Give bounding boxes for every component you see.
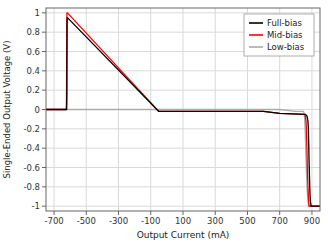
series-line <box>46 110 320 207</box>
legend-swatch <box>249 46 263 48</box>
legend-box <box>244 14 314 56</box>
x-tick <box>311 211 312 215</box>
y-tick-label: 0.4 <box>26 66 40 76</box>
y-tick-label: 1 <box>35 8 40 18</box>
x-tick <box>279 211 280 215</box>
y-tick <box>42 70 46 71</box>
lines <box>46 13 320 206</box>
x-tick-label: -100 <box>141 216 160 226</box>
legend-swatch <box>249 22 263 24</box>
y-grid-line <box>46 186 320 187</box>
x-tick <box>247 211 248 215</box>
x-tick-label: 500 <box>239 216 255 226</box>
x-tick-label: 300 <box>207 216 223 226</box>
y-tick <box>42 148 46 149</box>
series-line <box>46 13 320 206</box>
legend-label: Low-bias <box>267 42 305 52</box>
y-tick-label: -1 <box>32 201 40 211</box>
y-tick <box>42 167 46 168</box>
y-grid-line <box>46 206 320 207</box>
y-tick-label: -0.4 <box>23 143 40 153</box>
y-tick <box>42 32 46 33</box>
y-tick <box>42 206 46 207</box>
legend-swatch <box>249 34 263 36</box>
y-tick-label: -0.6 <box>23 163 40 173</box>
x-tick <box>54 211 55 215</box>
y-grid-line <box>46 148 320 149</box>
y-tick <box>42 12 46 13</box>
x-tick <box>183 211 184 215</box>
x-tick-label: 700 <box>272 216 288 226</box>
y-tick <box>42 90 46 91</box>
x-tick-label: -300 <box>109 216 128 226</box>
y-tick-label: 0.8 <box>26 27 40 37</box>
legend: Full-bias Mid-bias Low-bias <box>244 14 314 56</box>
x-tick-label: 100 <box>175 216 191 226</box>
y-grid-line <box>46 167 320 168</box>
y-tick <box>42 109 46 110</box>
x-tick <box>215 211 216 215</box>
x-axis-label: Output Current (mA) <box>137 230 230 240</box>
y-tick-label: -0.8 <box>23 182 40 192</box>
y-tick-label: 0 <box>35 105 40 115</box>
legend-label: Full-bias <box>267 18 303 28</box>
chart: -700 -500 -300 -100 100 300 500 700 900 -1 -0.8 -0.… <box>0 0 328 243</box>
y-grid-line <box>46 90 320 91</box>
plot-background <box>46 8 320 211</box>
x-tick <box>86 211 87 215</box>
plot-frame <box>46 8 320 211</box>
series-line <box>46 18 320 207</box>
y-tick-label: 0.2 <box>26 85 40 95</box>
y-grid-line <box>46 70 320 71</box>
x-tick-label: -700 <box>44 216 63 226</box>
y-tick <box>42 186 46 187</box>
y-tick-label: 0.6 <box>26 47 40 57</box>
y-tick-label: -0.2 <box>23 124 40 134</box>
x-tick <box>150 211 151 215</box>
x-tick <box>118 211 119 215</box>
ticks: -700 -500 -300 -100 100 300 500 700 900 -1 -0.8 -0.… <box>23 8 320 226</box>
x-tick-label: 900 <box>304 216 320 226</box>
y-grid-line <box>46 128 320 129</box>
grid <box>46 8 320 211</box>
y-tick <box>42 51 46 52</box>
x-tick-label: -500 <box>77 216 96 226</box>
y-axis-label: Single-Ended Output Voltage (V) <box>2 41 12 179</box>
legend-label: Mid-bias <box>267 30 303 40</box>
y-grid-line <box>46 12 320 13</box>
y-tick <box>42 128 46 129</box>
